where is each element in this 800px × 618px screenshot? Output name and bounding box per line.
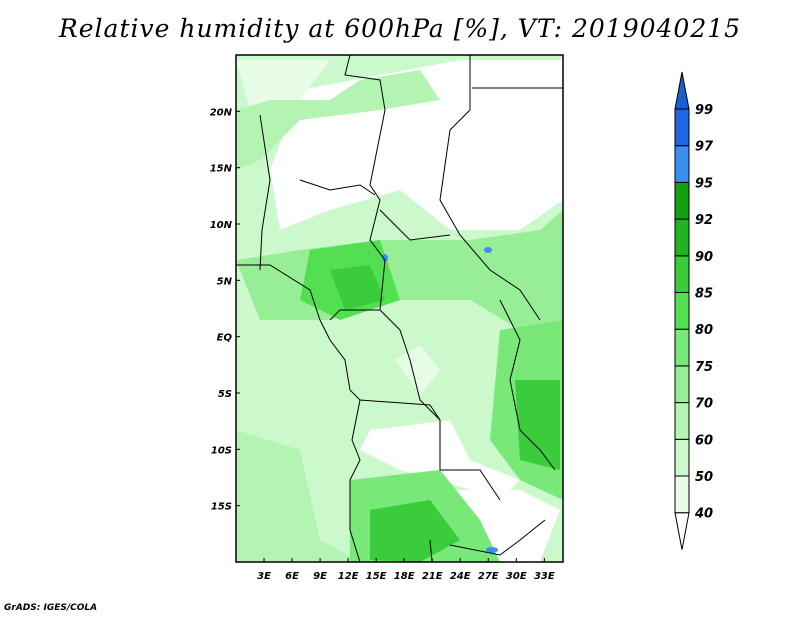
colorbar-segment bbox=[674, 292, 690, 330]
x-tick-label: 18E bbox=[394, 571, 415, 582]
x-tick-label: 15E bbox=[366, 571, 387, 582]
colorbar-segment bbox=[674, 145, 690, 183]
country-borders bbox=[236, 55, 563, 562]
chart-title: Relative humidity at 600hPa [%], VT: 201… bbox=[58, 14, 742, 43]
y-tick-label: 15N bbox=[210, 164, 233, 175]
colorbar-label: 85 bbox=[695, 287, 713, 302]
y-tick-label: 20N bbox=[210, 107, 233, 118]
x-axis: 3E 6E 9E 12E 15E 18E 21E 24E 27E 30E 33E bbox=[257, 558, 555, 582]
colorbar-label: 95 bbox=[695, 176, 713, 191]
x-tick-label: 9E bbox=[313, 571, 327, 582]
y-tick-label: EQ bbox=[217, 333, 233, 344]
colorbar-lower-arrow bbox=[674, 512, 690, 550]
y-tick-label: 10S bbox=[211, 445, 232, 456]
humidity-field bbox=[236, 55, 563, 562]
colorbar: 40 50 60 70 75 80 85 90 92 95 97 99 bbox=[674, 71, 714, 550]
colorbar-segment bbox=[674, 108, 690, 147]
x-tick-label: 3E bbox=[257, 571, 271, 582]
colorbar-label: 60 bbox=[695, 433, 713, 448]
colorbar-segment bbox=[674, 328, 690, 367]
x-tick-label: 33E bbox=[534, 571, 555, 582]
colorbar-label: 80 bbox=[695, 323, 713, 338]
y-tick-label: 5S bbox=[218, 389, 232, 400]
colorbar-label: 92 bbox=[695, 213, 713, 228]
colorbar-label: 70 bbox=[695, 397, 713, 412]
colorbar-label: 50 bbox=[695, 470, 713, 485]
colorbar-segment bbox=[674, 402, 690, 440]
map-frame bbox=[235, 54, 564, 563]
footer-credit: GrADS: IGES/COLA bbox=[4, 603, 98, 613]
x-tick-label: 27E bbox=[478, 571, 499, 582]
x-tick-label: 6E bbox=[285, 571, 299, 582]
x-tick-label: 12E bbox=[338, 571, 359, 582]
colorbar-segment bbox=[674, 181, 690, 220]
colorbar-upper-arrow bbox=[674, 71, 690, 110]
y-tick-label: 10N bbox=[210, 220, 233, 231]
x-tick-label: 21E bbox=[422, 571, 443, 582]
colorbar-label: 99 bbox=[695, 103, 713, 118]
colorbar-segment bbox=[674, 438, 690, 477]
colorbar-segment bbox=[674, 475, 690, 514]
colorbar-label: 97 bbox=[695, 140, 714, 155]
colorbar-label: 75 bbox=[695, 360, 713, 375]
y-tick-label: 15S bbox=[211, 502, 232, 513]
x-tick-label: 24E bbox=[450, 571, 471, 582]
colorbar-segment bbox=[674, 365, 690, 404]
colorbar-label: 40 bbox=[694, 507, 713, 522]
colorbar-label: 90 bbox=[695, 250, 713, 265]
colorbar-segment bbox=[674, 255, 690, 294]
y-axis: 20N 15N 10N 5N EQ 5S 10S 15S bbox=[210, 107, 240, 513]
x-tick-label: 30E bbox=[506, 571, 527, 582]
y-tick-label: 5N bbox=[217, 276, 233, 287]
colorbar-segment bbox=[674, 218, 690, 257]
